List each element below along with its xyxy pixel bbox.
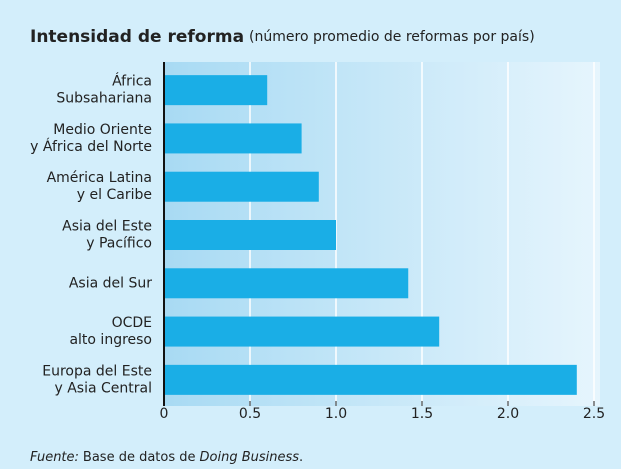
x-tick-label: 0.5 <box>239 406 261 422</box>
y-tick-label: Asia del Este y Pacífico <box>62 219 152 252</box>
x-tick-label: 2.0 <box>497 406 519 422</box>
source-label: Fuente: <box>30 450 79 465</box>
bar <box>164 316 440 347</box>
y-tick-label-line: Subsahariana <box>56 91 152 107</box>
x-tick-label: 2.5 <box>583 406 605 422</box>
chart-subtitle: (número promedio de reformas por país) <box>249 29 535 45</box>
y-tick-label-line: Europa del Este <box>42 363 152 379</box>
bar <box>164 268 409 299</box>
bar <box>164 123 302 154</box>
y-tick-label-line: y el Caribe <box>77 187 152 203</box>
chart-heading: Intensidad de reforma (número promedio de… <box>30 27 535 47</box>
y-tick-label: OCDE alto ingreso <box>69 315 152 348</box>
y-tick-label: África Subsahariana <box>56 73 152 107</box>
y-tick-label-line: América Latina <box>47 170 152 186</box>
y-tick-label: Europa del Este y Asia Central <box>42 363 152 396</box>
y-tick-label: América Latina y el Caribe <box>47 170 152 203</box>
source-name: Doing Business <box>200 450 300 465</box>
y-tick-label-line: Asia del Este <box>62 219 152 235</box>
chart-title: Intensidad de reforma <box>30 27 244 47</box>
y-tick-label: Asia del Sur <box>69 275 152 291</box>
y-tick-label-line: Medio Oriente <box>53 122 152 138</box>
bar <box>164 75 268 106</box>
y-tick-label-line: y Pacífico <box>86 236 152 252</box>
bar <box>164 171 319 202</box>
source-text: Base de datos de <box>83 450 196 465</box>
x-tick-label: 1.5 <box>411 406 433 422</box>
y-tick-label-line: Asia del Sur <box>69 275 152 291</box>
x-tick-label: 1.0 <box>325 406 347 422</box>
y-tick-label-line: y África del Norte <box>30 138 152 155</box>
x-tick-label: 0 <box>160 406 169 422</box>
y-tick-label-line: y Asia Central <box>54 380 152 396</box>
y-tick-label-line: alto ingreso <box>69 332 152 348</box>
y-tick-label: Medio Oriente y África del Norte <box>30 122 152 155</box>
bar <box>164 220 336 250</box>
bar <box>164 364 577 395</box>
y-tick-label-line: OCDE <box>112 315 152 331</box>
y-tick-label-line: África <box>112 73 152 90</box>
source: Fuente: Base de datos de Doing Business. <box>30 450 303 465</box>
source-end: . <box>299 450 303 465</box>
